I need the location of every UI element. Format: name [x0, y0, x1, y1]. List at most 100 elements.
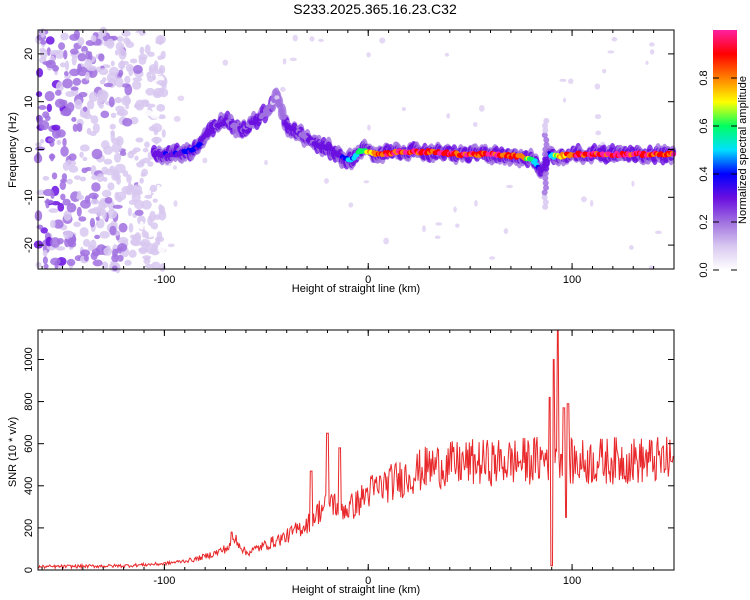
colorbar: 0.0 0.2 0.4 0.6 0.8 Normalized spectral ampl… — [698, 30, 749, 278]
colorbar-tick-label: 0.2 — [698, 214, 710, 229]
noise-cell — [54, 98, 66, 108]
noise-cell — [132, 77, 143, 82]
noise-cell — [103, 82, 114, 88]
x-tick-label: -100 — [153, 274, 175, 286]
noise-cell — [128, 223, 134, 233]
noise-cell — [116, 35, 124, 43]
y-tick-label: 1000 — [23, 347, 35, 371]
noise-cell — [61, 173, 68, 181]
noise-cell — [103, 247, 113, 256]
noise-cell — [82, 156, 88, 162]
ridge-spike-cell — [543, 184, 550, 191]
noise-cell — [39, 47, 46, 53]
noise-cell — [91, 148, 103, 160]
noise-cell — [125, 41, 135, 48]
y-tick-label: -20 — [23, 237, 35, 253]
noise-cell — [95, 216, 100, 221]
noise-cell — [152, 198, 158, 203]
noise-cell — [155, 39, 164, 45]
ridge-spike-cell — [542, 146, 549, 153]
noise-cell — [79, 144, 90, 152]
ridge-core-cell — [274, 95, 280, 100]
noise-cell — [324, 178, 329, 184]
noise-cell — [115, 77, 124, 88]
noise-cell — [158, 114, 166, 120]
noise-cell — [128, 66, 134, 77]
noise-cell — [51, 128, 61, 139]
noise-cell — [98, 53, 105, 62]
noise-cell — [70, 86, 79, 91]
noise-cell — [82, 106, 88, 112]
noise-cell — [102, 77, 107, 82]
noise-cell — [124, 259, 132, 266]
noise-cell — [63, 70, 69, 77]
y-tick-label: 0 — [23, 146, 35, 152]
noise-cell — [77, 190, 82, 200]
noise-cell — [40, 40, 47, 45]
ridge-spike-cell — [541, 132, 548, 139]
noise-cell — [99, 231, 110, 239]
noise-cell — [434, 235, 441, 240]
noise-cell — [132, 64, 143, 74]
ridge-core-cell — [278, 108, 284, 114]
noise-cell — [51, 124, 61, 131]
noise-cell — [167, 243, 175, 248]
noise-cell — [125, 104, 130, 110]
x-tick-label: 100 — [563, 575, 581, 587]
noise-cell — [144, 44, 151, 55]
noise-cell — [110, 112, 117, 119]
noise-cell — [138, 247, 148, 255]
noise-cell — [401, 107, 406, 112]
noise-cell — [81, 167, 88, 174]
ridge-core-cell — [532, 158, 538, 164]
ridge-spike-cell — [543, 160, 550, 167]
noise-cell — [139, 46, 145, 55]
noise-cell — [631, 180, 635, 187]
noise-cell — [42, 175, 50, 181]
noise-cell — [503, 228, 509, 235]
noise-cell — [89, 217, 96, 228]
x-tick-label: 0 — [365, 575, 371, 587]
noise-cell — [292, 34, 298, 42]
noise-cell — [472, 121, 478, 127]
noise-cell — [40, 28, 46, 38]
noise-cell — [82, 238, 91, 247]
noise-cell — [282, 58, 287, 65]
noise-cell — [138, 56, 147, 65]
noise-cell — [73, 175, 81, 180]
noise-cell — [133, 103, 142, 109]
noise-cell — [54, 89, 62, 96]
noise-cell — [44, 90, 55, 102]
snr-frame — [37, 329, 675, 571]
noise-cell — [145, 243, 157, 255]
noise-cell — [131, 192, 141, 203]
noise-cell — [130, 238, 139, 246]
noise-cell — [309, 36, 315, 42]
noise-cell — [568, 78, 574, 85]
noise-cell — [156, 184, 161, 194]
ridge-spike-cell — [542, 179, 549, 186]
noise-cell — [92, 123, 100, 134]
ridge-spike-cell — [541, 194, 548, 201]
noise-cell — [161, 129, 166, 138]
noise-cell — [157, 55, 163, 60]
colorbar-gradient — [713, 30, 737, 270]
noise-cell — [68, 241, 77, 248]
noise-cell — [156, 80, 167, 86]
noise-cell — [49, 219, 56, 229]
ridge-spike-cell — [542, 203, 549, 210]
noise-cell — [60, 109, 72, 117]
noise-cell — [71, 54, 77, 66]
noise-cell — [62, 78, 73, 89]
noise-cell — [51, 172, 58, 180]
noise-cell — [56, 139, 62, 146]
noise-cell — [202, 157, 208, 164]
noise-cell — [111, 265, 118, 272]
snr-x-axis-label: Height of straight line (km) — [292, 584, 420, 596]
noise-cell — [173, 200, 178, 207]
noise-cell — [156, 231, 163, 240]
noise-cell — [453, 206, 457, 213]
